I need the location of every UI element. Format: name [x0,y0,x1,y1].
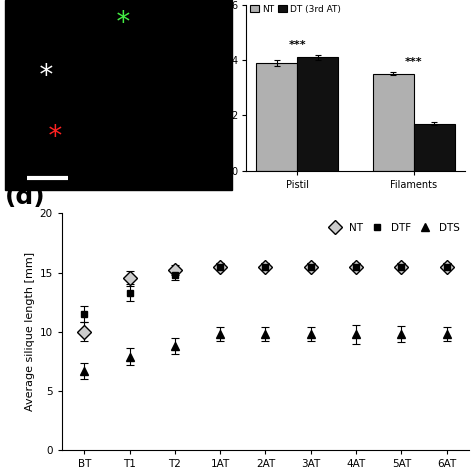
Text: ***: *** [405,57,423,67]
Text: ***: *** [288,40,306,50]
Legend: NT, DTF, DTS: NT, DTF, DTS [320,219,464,237]
Text: *: * [46,122,63,151]
Y-axis label: Length [mm]: Length [mm] [219,54,228,121]
Bar [373,74,414,171]
Y-axis label: Average silique length [mm]: Average silique length [mm] [25,252,35,411]
Legend: NT, DT (3rd AT): NT, DT (3rd AT) [246,1,345,18]
Bar [297,57,338,171]
Text: (d): (d) [5,184,46,209]
Bar [414,124,455,171]
Text: *: * [115,9,131,37]
Text: *: * [37,62,54,90]
Bar [256,63,297,171]
